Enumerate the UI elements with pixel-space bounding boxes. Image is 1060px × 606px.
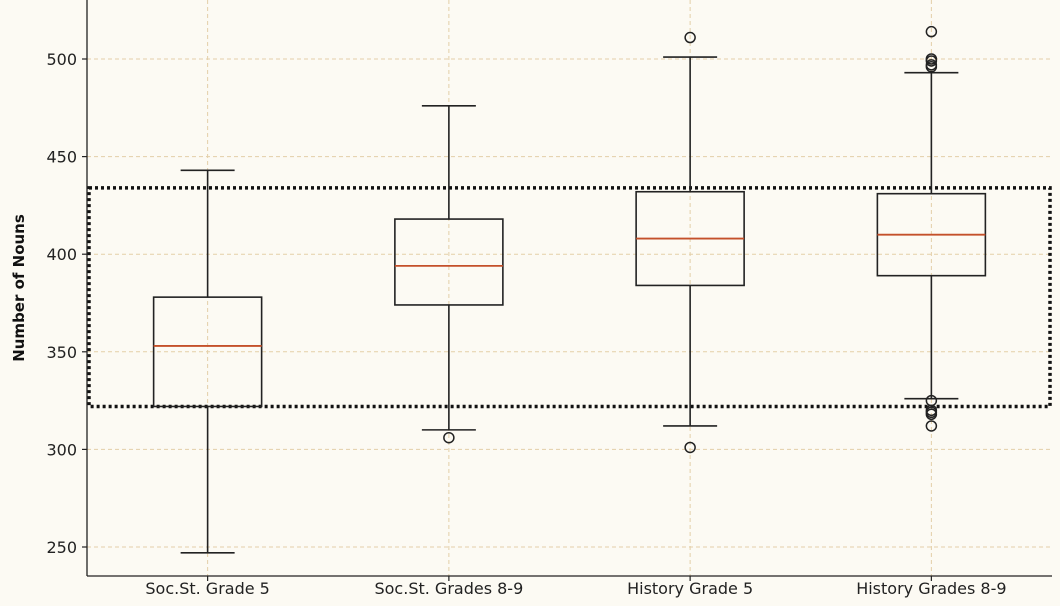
grid-lines xyxy=(87,0,1052,576)
outlier-point xyxy=(925,25,938,38)
y-tick-label: 400 xyxy=(46,245,77,264)
outlier-point xyxy=(443,431,455,444)
x-tick-label: History Grades 8-9 xyxy=(856,579,1006,598)
outlier-point xyxy=(684,31,696,44)
box-group xyxy=(876,25,987,432)
highlight-region xyxy=(87,186,1052,409)
outlier-point xyxy=(925,59,938,71)
box-series xyxy=(152,25,987,554)
box-iqr xyxy=(152,296,263,408)
outlier-point xyxy=(925,420,938,432)
y-tick-label: 250 xyxy=(46,538,77,557)
box-group xyxy=(635,31,745,454)
highlight-box xyxy=(87,186,1052,409)
box-group xyxy=(152,169,263,554)
y-axis-title: Number of Nouns xyxy=(10,214,28,362)
outlier-point xyxy=(684,441,696,454)
outlier-point xyxy=(925,394,938,407)
y-tick-label: 350 xyxy=(46,343,77,362)
y-tick-label: 450 xyxy=(46,148,77,167)
axes: 250 300 350 400 450 500 Soc.St. Grade 5 Soc.St.… xyxy=(46,0,1052,598)
x-tick-label: Soc.St. Grade 5 xyxy=(145,579,269,598)
box-iqr xyxy=(394,218,504,306)
y-tick-label: 500 xyxy=(46,50,77,69)
outlier-point xyxy=(925,53,938,65)
y-tick-label: 300 xyxy=(46,440,77,459)
x-tick-label: Soc.St. Grades 8-9 xyxy=(374,579,523,598)
box-group xyxy=(394,105,504,444)
x-tick-label: History Grade 5 xyxy=(627,579,753,598)
